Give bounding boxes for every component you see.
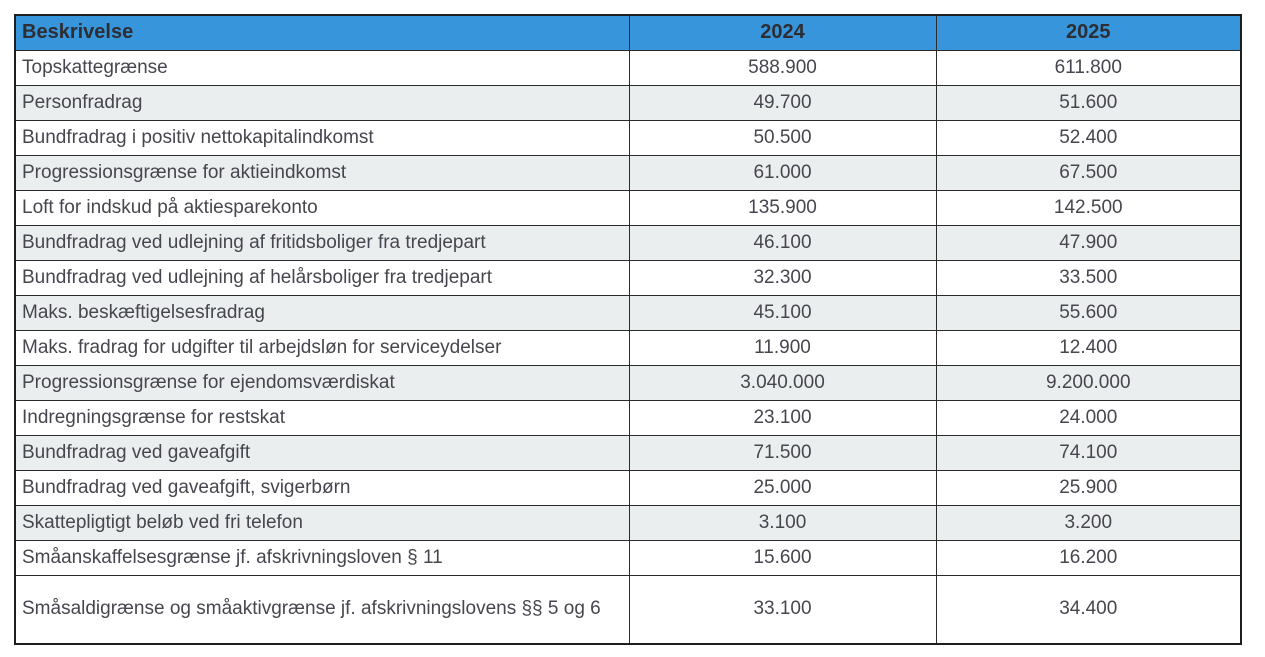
row-label: Bundfradrag ved gaveafgift (14, 434, 630, 471)
value-2024: 588.900 (628, 49, 937, 86)
value-2025: 9.200.000 (935, 364, 1242, 401)
row-label: Progressionsgrænse for ejendomsværdiskat (14, 364, 630, 401)
column-header-beskrivelse: Beskrivelse (14, 14, 630, 51)
row-label: Topskattegrænse (14, 49, 630, 86)
value-2025: 25.900 (935, 469, 1242, 506)
value-2025: 12.400 (935, 329, 1242, 366)
value-2025: 142.500 (935, 189, 1242, 226)
table-row: Topskattegrænse 588.900 611.800 (14, 49, 1242, 86)
table-row: Indregningsgrænse for restskat 23.100 24.0… (14, 399, 1242, 436)
value-2024: 71.500 (628, 434, 937, 471)
value-2024: 46.100 (628, 224, 937, 261)
tax-rates-table: Beskrivelse 2024 2025 Topskattegrænse 588… (14, 14, 1242, 645)
row-label: Maks. fradrag for udgifter til arbejdslø… (14, 329, 630, 366)
table-body: Topskattegrænse 588.900 611.800 Personfradr… (14, 49, 1242, 645)
table-row: Småanskaffelsesgrænse jf. afskrivningslo… (14, 539, 1242, 576)
value-2024: 23.100 (628, 399, 937, 436)
table-row: Bundfradrag ved udlejning af fritidsboli… (14, 224, 1242, 261)
table-header: Beskrivelse 2024 2025 (14, 14, 1242, 51)
row-label: Småanskaffelsesgrænse jf. afskrivningslo… (14, 539, 630, 576)
value-2025: 47.900 (935, 224, 1242, 261)
value-2025: 611.800 (935, 49, 1242, 86)
table-row: Loft for indskud på aktiesparekonto 135.9… (14, 189, 1242, 226)
value-2024: 11.900 (628, 329, 937, 366)
value-2024: 33.100 (628, 574, 937, 645)
value-2024: 32.300 (628, 259, 937, 296)
table-row: Bundfradrag ved gaveafgift, svigerbørn 25… (14, 469, 1242, 506)
value-2025: 74.100 (935, 434, 1242, 471)
value-2024: 45.100 (628, 294, 937, 331)
row-label: Bundfradrag ved udlejning af fritidsboli… (14, 224, 630, 261)
value-2024: 50.500 (628, 119, 937, 156)
value-2024: 25.000 (628, 469, 937, 506)
table-row: Progressionsgrænse for aktieindkomst 61.0… (14, 154, 1242, 191)
value-2025: 52.400 (935, 119, 1242, 156)
value-2024: 135.900 (628, 189, 937, 226)
value-2025: 34.400 (935, 574, 1242, 645)
table-row: Personfradrag 49.700 51.600 (14, 84, 1242, 121)
column-header-2024: 2024 (628, 14, 937, 51)
value-2024: 61.000 (628, 154, 937, 191)
row-label: Småsaldigrænse og småaktivgrænse jf. afs… (14, 574, 630, 645)
row-label: Bundfradrag ved gaveafgift, svigerbørn (14, 469, 630, 506)
table-row: Bundfradrag ved gaveafgift 71.500 74.100 (14, 434, 1242, 471)
row-label: Personfradrag (14, 84, 630, 121)
header-row: Beskrivelse 2024 2025 (14, 14, 1242, 51)
table-row: Maks. fradrag for udgifter til arbejdslø… (14, 329, 1242, 366)
value-2024: 3.040.000 (628, 364, 937, 401)
row-label: Bundfradrag i positiv nettokapitalindkom… (14, 119, 630, 156)
value-2024: 15.600 (628, 539, 937, 576)
table-row: Maks. beskæftigelsesfradrag 45.100 55.600 (14, 294, 1242, 331)
column-header-2025: 2025 (935, 14, 1242, 51)
value-2025: 55.600 (935, 294, 1242, 331)
row-label: Progressionsgrænse for aktieindkomst (14, 154, 630, 191)
value-2025: 67.500 (935, 154, 1242, 191)
row-label: Maks. beskæftigelsesfradrag (14, 294, 630, 331)
value-2025: 16.200 (935, 539, 1242, 576)
row-label: Bundfradrag ved udlejning af helårsbolig… (14, 259, 630, 296)
row-label: Indregningsgrænse for restskat (14, 399, 630, 436)
value-2025: 51.600 (935, 84, 1242, 121)
row-label: Skattepligtigt beløb ved fri telefon (14, 504, 630, 541)
table-row: Småsaldigrænse og småaktivgrænse jf. afs… (14, 574, 1242, 645)
value-2024: 49.700 (628, 84, 937, 121)
table-row: Skattepligtigt beløb ved fri telefon 3.10… (14, 504, 1242, 541)
value-2025: 24.000 (935, 399, 1242, 436)
value-2025: 33.500 (935, 259, 1242, 296)
table-row: Bundfradrag ved udlejning af helårsbolig… (14, 259, 1242, 296)
row-label: Loft for indskud på aktiesparekonto (14, 189, 630, 226)
table-row: Bundfradrag i positiv nettokapitalindkom… (14, 119, 1242, 156)
value-2024: 3.100 (628, 504, 937, 541)
value-2025: 3.200 (935, 504, 1242, 541)
table-row: Progressionsgrænse for ejendomsværdiskat… (14, 364, 1242, 401)
